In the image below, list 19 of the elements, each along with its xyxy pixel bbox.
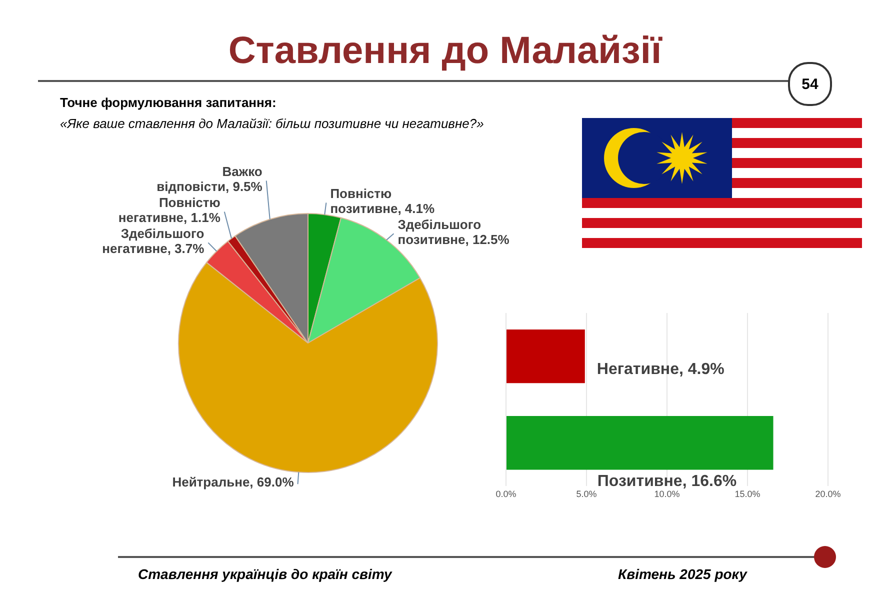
slice-label: Нейтральне, 69.0% [172, 474, 294, 490]
text: 54 [788, 62, 832, 106]
text: Квітень 2025 року [618, 566, 747, 582]
slice-label: Здебільшого позитивне, 12.5% [398, 216, 510, 247]
chart-subtitle: Точне формулювання запитання: [60, 95, 276, 110]
data-label: Позитивне, 16.6% [597, 473, 737, 490]
slice-label: Повністю негативне, 1.1% [118, 194, 221, 225]
slice-label: Важко відповісти, 9.5% [156, 164, 263, 194]
data-label: Негативне, 4.9% [596, 361, 724, 378]
x-tick-label: 10.0% [654, 489, 680, 500]
text: Ставлення українців до країн світу [138, 566, 392, 582]
x-tick-label: 20.0% [815, 489, 841, 500]
text: «Яке ваше ставлення до Малайзії: більш позитивне чи негативне?» [60, 116, 484, 131]
x-tick-label: 0.0% [496, 489, 516, 500]
chart-title: Ставлення до Малайзії [227, 30, 664, 73]
x-tick-label: 5.0% [576, 489, 597, 500]
x-tick-label: 15.0% [734, 489, 760, 500]
slice-label: Здебільшого негативне, 3.7% [102, 226, 205, 256]
slice-label: Повністю позитивне, 4.1% [330, 186, 435, 216]
